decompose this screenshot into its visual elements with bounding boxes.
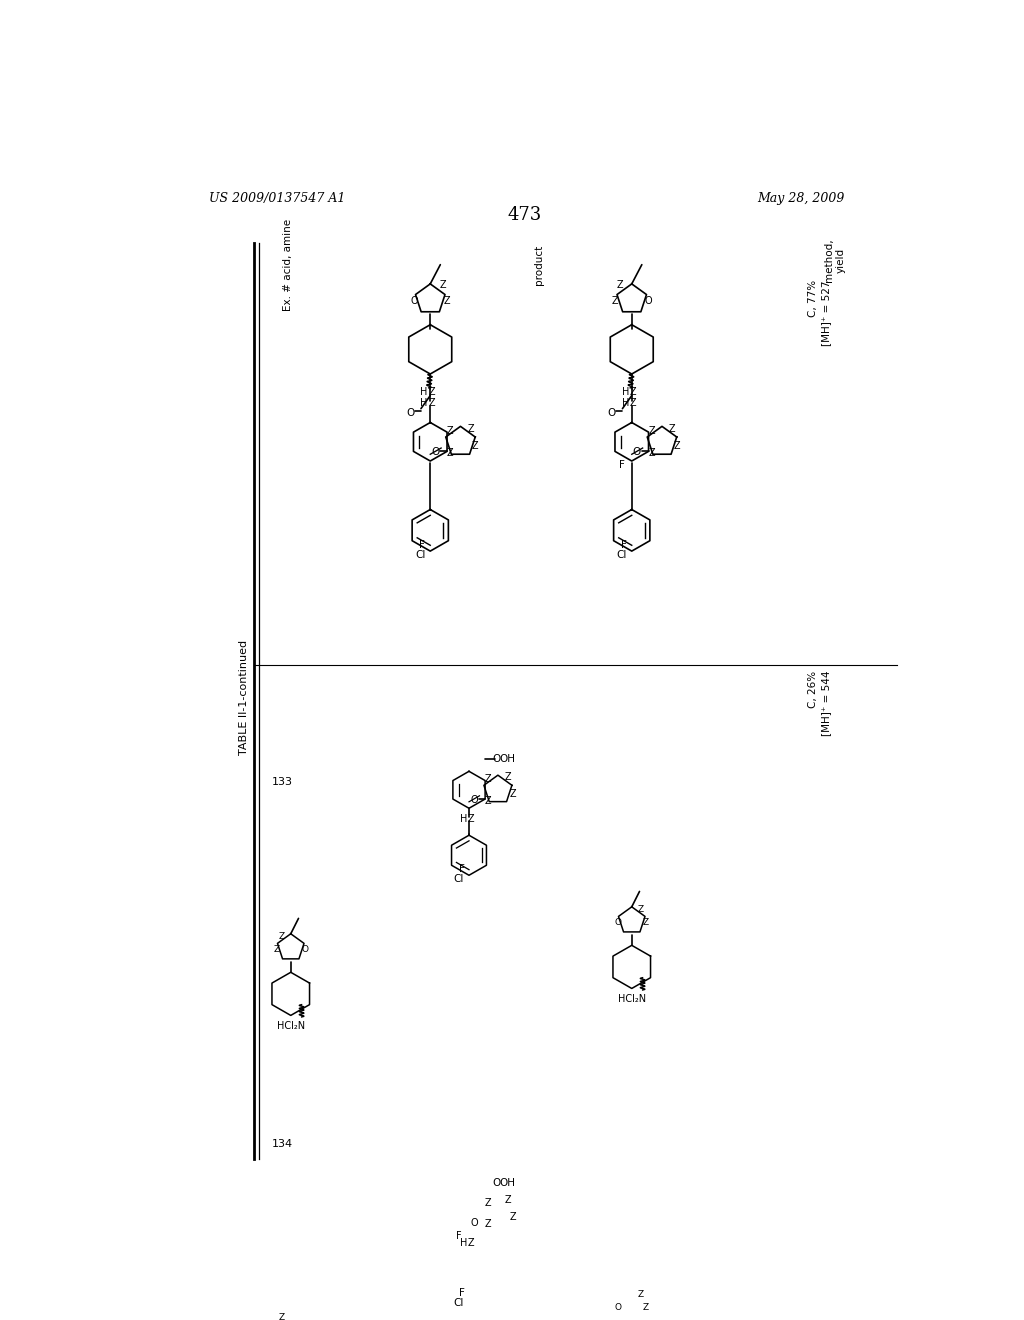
Text: Z: Z (485, 796, 492, 805)
Text: O: O (406, 408, 415, 417)
Text: Ex. # acid, amine: Ex. # acid, amine (284, 219, 294, 310)
Text: Z: Z (467, 1238, 474, 1247)
Text: O: O (614, 917, 622, 927)
Text: F: F (618, 459, 625, 470)
Text: C, 26%: C, 26% (809, 671, 818, 708)
Text: H: H (460, 1238, 467, 1247)
Text: yield: yield (836, 247, 846, 273)
Text: F: F (459, 1287, 465, 1298)
Text: O: O (431, 447, 439, 457)
Text: Z: Z (485, 1197, 492, 1208)
Text: Z: Z (279, 1313, 285, 1320)
Text: Z: Z (485, 774, 492, 784)
Text: Z: Z (616, 280, 623, 290)
Text: Cl: Cl (415, 550, 425, 560)
Text: Z: Z (509, 1212, 516, 1222)
Text: TABLE II-1-continued: TABLE II-1-continued (240, 640, 249, 755)
Text: Z: Z (428, 399, 435, 408)
Text: H: H (622, 387, 629, 397)
Text: HCl₂N: HCl₂N (276, 1022, 305, 1031)
Text: O: O (607, 408, 615, 417)
Text: Z: Z (638, 1290, 644, 1299)
Text: Z: Z (428, 387, 435, 397)
Text: Z: Z (643, 1303, 649, 1312)
Text: Z: Z (505, 1195, 511, 1205)
Text: Z: Z (505, 772, 511, 781)
Text: Z: Z (638, 904, 644, 913)
Text: Z: Z (439, 280, 445, 290)
Text: OH: OH (500, 754, 516, 764)
Text: H: H (421, 399, 428, 408)
Text: 133: 133 (272, 777, 293, 787)
Text: Z: Z (630, 399, 637, 408)
Text: Cl: Cl (454, 1298, 464, 1308)
Text: method,: method, (824, 238, 835, 282)
Text: product: product (534, 244, 544, 285)
Text: Z: Z (485, 1220, 492, 1229)
Text: Cl: Cl (454, 874, 464, 884)
Text: HCl₂N: HCl₂N (617, 994, 646, 1005)
Text: O: O (301, 945, 308, 953)
Text: O: O (470, 795, 478, 805)
Text: Cl: Cl (616, 550, 627, 560)
Text: May 28, 2009: May 28, 2009 (758, 191, 845, 205)
Text: O: O (492, 1177, 501, 1188)
Text: F: F (419, 540, 425, 549)
Text: F: F (621, 540, 627, 549)
Text: H: H (460, 814, 467, 824)
Text: Z: Z (630, 387, 637, 397)
Text: Z: Z (279, 932, 285, 941)
Text: O: O (644, 296, 652, 306)
Text: Z: Z (446, 425, 454, 436)
Text: Z: Z (648, 447, 655, 458)
Text: O: O (411, 296, 418, 306)
Text: Z: Z (674, 441, 680, 450)
Text: Z: Z (648, 425, 655, 436)
Text: O: O (614, 1303, 622, 1312)
Text: Z: Z (611, 296, 618, 306)
Text: Z: Z (472, 441, 478, 450)
Text: O: O (492, 754, 501, 764)
Text: [MH]⁺ = 544: [MH]⁺ = 544 (821, 671, 830, 737)
Text: 473: 473 (508, 206, 542, 223)
Text: F: F (459, 865, 465, 874)
Text: Z: Z (467, 814, 474, 824)
Text: Z: Z (509, 788, 516, 799)
Text: O: O (633, 447, 641, 457)
Text: H: H (421, 387, 428, 397)
Text: Z: Z (446, 447, 454, 458)
Text: OH: OH (500, 1177, 516, 1188)
Text: Z: Z (643, 917, 649, 927)
Text: C, 77%: C, 77% (809, 280, 818, 317)
Text: Z: Z (444, 296, 451, 306)
Text: 134: 134 (272, 1139, 293, 1148)
Text: Z: Z (669, 424, 676, 434)
Text: US 2009/0137547 A1: US 2009/0137547 A1 (209, 191, 346, 205)
Text: [MH]⁺ = 527: [MH]⁺ = 527 (821, 280, 830, 346)
Text: O: O (470, 1218, 478, 1229)
Text: Z: Z (273, 945, 280, 953)
Text: Z: Z (467, 424, 474, 434)
Text: H: H (622, 399, 629, 408)
Text: F: F (456, 1230, 462, 1241)
